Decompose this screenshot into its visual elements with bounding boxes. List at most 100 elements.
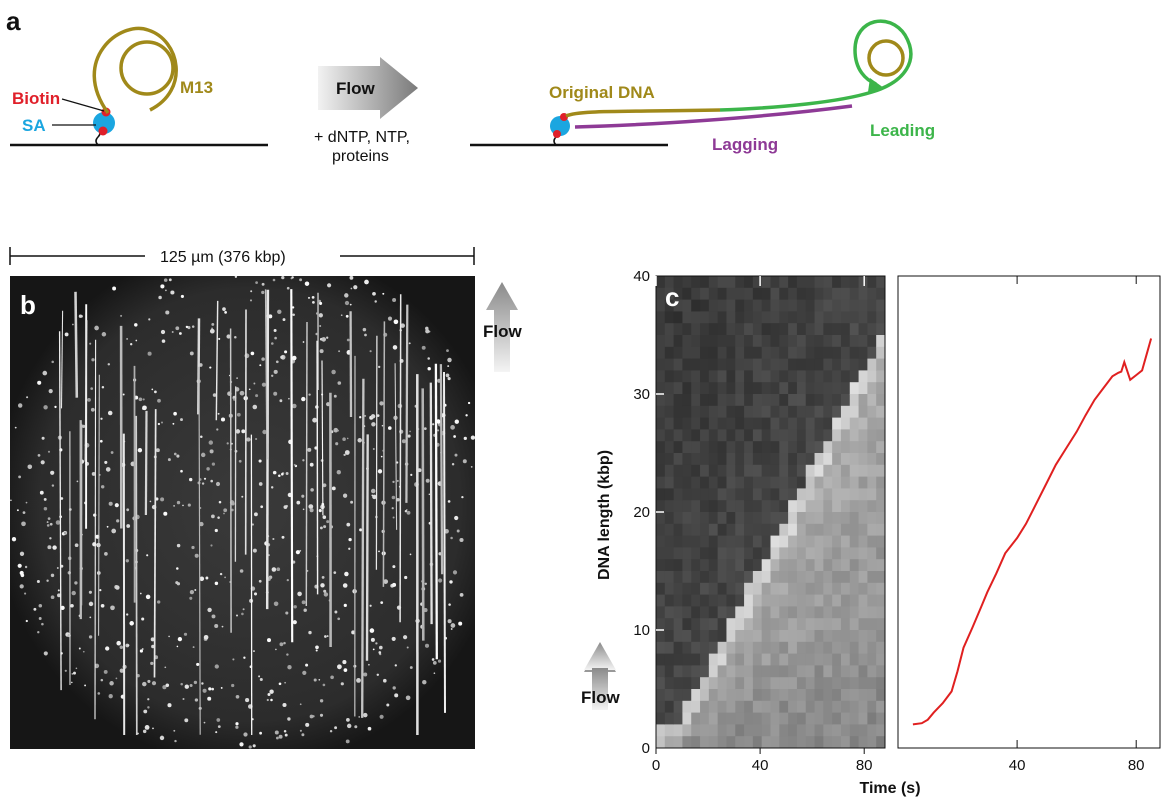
kymograph-cell	[656, 712, 666, 725]
kymograph-cell	[717, 653, 727, 666]
kymograph-cell	[664, 476, 675, 489]
micrograph-dot	[276, 567, 281, 572]
micrograph-dot	[382, 292, 385, 295]
kymograph-cell	[823, 453, 833, 466]
micrograph-dot	[296, 500, 301, 505]
kymograph-cell	[717, 335, 727, 348]
kymograph-cell	[656, 582, 666, 596]
kymograph-cell	[752, 665, 763, 678]
kymograph-cell	[691, 429, 701, 442]
micrograph-dot	[359, 416, 362, 419]
kymograph-cell	[876, 335, 886, 348]
kymograph-cell	[708, 358, 719, 371]
kymograph-cell	[788, 571, 798, 584]
kymograph-cell	[664, 464, 675, 478]
kymograph-cell	[717, 500, 727, 513]
kymograph-cell	[876, 405, 886, 419]
kymograph-cell	[726, 358, 736, 371]
micrograph-dot	[110, 451, 114, 454]
micrograph	[10, 276, 475, 749]
kymograph-cell	[867, 346, 877, 360]
kymograph-cell	[840, 417, 851, 430]
kymograph-cell	[682, 346, 692, 360]
micrograph-dot	[239, 390, 245, 396]
micrograph-dot	[201, 682, 204, 685]
kymograph-cell	[858, 618, 868, 631]
kymograph-cell	[876, 712, 886, 725]
kymograph-cell	[805, 630, 816, 643]
micrograph-dot	[119, 668, 124, 673]
kymograph-cell	[708, 641, 719, 655]
kymograph-cell	[840, 299, 851, 312]
kymograph-cell	[761, 394, 771, 407]
kymograph-cell	[876, 630, 886, 643]
kymograph-cell	[832, 724, 842, 737]
kymograph-cell	[779, 276, 789, 289]
micrograph-dot	[248, 388, 251, 391]
y-tick-label: 0	[642, 740, 650, 757]
kymograph-cell	[779, 488, 789, 501]
micrograph-dot	[409, 430, 411, 433]
kymograph-cell	[761, 441, 771, 454]
micrograph-dot	[333, 394, 337, 398]
kymograph-cell	[770, 712, 780, 725]
kymograph-cell	[832, 358, 842, 371]
kymograph-cell	[858, 488, 868, 501]
kymograph-cell	[673, 559, 683, 572]
micrograph-dot	[346, 437, 349, 440]
kymograph-cell	[805, 665, 816, 678]
micrograph-dot	[406, 510, 411, 515]
kymograph-cell	[867, 512, 877, 525]
kymograph-cell	[788, 335, 798, 348]
micrograph-dot	[396, 479, 399, 482]
micrograph-dot	[135, 339, 138, 342]
kymograph-cell	[744, 512, 754, 525]
micrograph-streak	[94, 339, 97, 720]
micrograph-dot	[287, 665, 292, 670]
y-tick-label: 20	[633, 504, 650, 521]
micrograph-dot	[211, 462, 216, 466]
micrograph-dot	[75, 667, 78, 670]
micrograph-dot	[36, 579, 40, 584]
kymograph-cell	[673, 441, 683, 454]
micrograph-dot	[450, 425, 455, 430]
kymograph-cell	[788, 311, 798, 324]
micrograph-streak	[135, 415, 138, 736]
kymograph-cell	[717, 630, 727, 643]
kymograph-cell	[805, 394, 816, 407]
kymograph-cell	[735, 641, 745, 655]
micrograph-dot	[253, 650, 255, 653]
micrograph-dot	[437, 659, 442, 663]
micrograph-dot	[286, 286, 290, 290]
kymograph-cell	[664, 346, 675, 360]
kymograph-cell	[840, 429, 851, 442]
kymograph-cell	[832, 405, 842, 419]
panel-a-letter: a	[6, 6, 21, 36]
kymograph-cell	[752, 287, 763, 301]
micrograph-dot	[301, 396, 306, 402]
micrograph-dot	[11, 537, 17, 542]
kymograph-cell	[752, 453, 763, 466]
kymograph-cell	[700, 346, 710, 360]
kymograph-cell	[788, 453, 798, 466]
micrograph-dot	[126, 613, 129, 616]
kymograph-cell	[691, 653, 701, 666]
kymograph-cell	[673, 417, 683, 430]
kymograph-cell	[735, 276, 745, 289]
micrograph-dot	[173, 505, 175, 507]
micrograph-dot	[221, 625, 224, 628]
kymograph	[656, 276, 886, 749]
y-axis-title: DNA length (kbp)	[596, 450, 613, 580]
kymograph-cell	[752, 641, 763, 655]
micrograph-dot	[150, 637, 155, 642]
kymograph-cell	[867, 394, 877, 407]
kymograph-cell	[691, 712, 701, 725]
kymograph-cell	[691, 594, 701, 607]
kymograph-cell	[876, 606, 886, 619]
micrograph-dot	[147, 698, 150, 701]
kymograph-cell	[673, 641, 683, 655]
micrograph-dot	[127, 644, 130, 647]
micrograph-dot	[270, 698, 273, 702]
micrograph-dot	[364, 279, 369, 285]
kymograph-cell	[691, 488, 701, 501]
